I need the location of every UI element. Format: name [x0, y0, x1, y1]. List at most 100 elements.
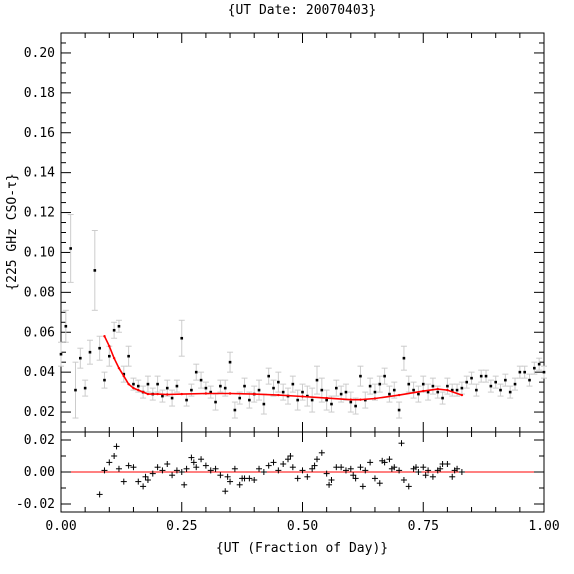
- data-points: [59, 247, 546, 412]
- residual-point: [188, 454, 195, 461]
- residual-point: [212, 465, 219, 472]
- residual-point: [142, 473, 149, 480]
- residual-point: [149, 470, 156, 477]
- residual-point: [422, 472, 429, 479]
- residual-point: [251, 477, 258, 483]
- y-axis-label: {225 GHz CSO-τ}: [5, 173, 20, 290]
- resid-y-tick-label: 0.02: [24, 433, 55, 448]
- residual-point: [115, 465, 122, 472]
- y-tick-label: 0.12: [24, 206, 55, 221]
- residual-point: [449, 473, 456, 480]
- data-point: [349, 400, 353, 404]
- resid-y-tick-label: 0.00: [24, 465, 55, 480]
- residual-point: [96, 491, 103, 498]
- chart-title: {UT Date: 20070403}: [228, 3, 377, 18]
- y-tick-label: 0.02: [24, 405, 55, 420]
- residual-point: [106, 459, 113, 466]
- y-tick-label: 0.10: [24, 245, 55, 260]
- residual-point: [294, 475, 301, 482]
- fit-point: [103, 335, 106, 338]
- fit-curve-markers: [103, 335, 464, 401]
- data-point: [378, 382, 382, 386]
- data-point: [354, 404, 357, 408]
- fit-point: [228, 392, 232, 395]
- data-point: [513, 382, 517, 386]
- fit-point: [112, 356, 116, 360]
- residual-point: [415, 469, 422, 475]
- residual-point: [222, 488, 229, 495]
- fit-point: [108, 345, 111, 348]
- data-point: [489, 384, 493, 388]
- data-point: [421, 382, 425, 386]
- residual-point: [458, 469, 465, 475]
- residual-point: [350, 472, 357, 479]
- residual-points: [96, 440, 465, 498]
- residual-point: [260, 469, 267, 475]
- main-axis-ticks: 0.02 0.04 0.06 0.08 0.10 0.12 0.14 0.16 0.18 0.20: [24, 33, 545, 432]
- residual-point: [120, 478, 127, 485]
- residual-point: [328, 477, 335, 483]
- fit-point: [137, 388, 140, 392]
- data-point: [499, 388, 502, 392]
- residual-point: [326, 481, 333, 488]
- residual-point: [154, 464, 161, 471]
- data-point: [383, 374, 386, 378]
- data-point: [79, 356, 82, 360]
- error-bars: [58, 214, 547, 419]
- residual-point: [400, 477, 407, 483]
- data-point: [368, 384, 372, 388]
- residual-point: [125, 462, 132, 469]
- fit-point: [141, 390, 145, 394]
- data-point: [108, 354, 111, 358]
- residual-point: [357, 464, 364, 471]
- residual-point: [359, 483, 366, 490]
- fit-point: [132, 386, 135, 390]
- data-point: [528, 378, 531, 382]
- residual-point: [398, 440, 405, 447]
- residual-point: [135, 478, 142, 485]
- x-tick-label: 1.00: [528, 519, 559, 534]
- data-point: [479, 374, 483, 378]
- data-point: [132, 382, 135, 386]
- data-point: [194, 370, 198, 374]
- data-point: [59, 352, 63, 356]
- residual-point: [164, 461, 171, 467]
- data-point: [88, 350, 92, 354]
- residual-point: [396, 467, 403, 474]
- data-point: [146, 382, 150, 386]
- fit-point: [117, 366, 121, 370]
- residual-point: [309, 465, 316, 472]
- data-point: [117, 324, 121, 328]
- data-point: [344, 390, 348, 394]
- x-tick-label: 0.50: [287, 519, 318, 534]
- fit-point: [460, 393, 464, 397]
- data-point: [460, 386, 464, 390]
- y-tick-label: 0.16: [24, 126, 55, 141]
- residual-point: [362, 467, 369, 474]
- data-point: [190, 388, 193, 392]
- data-point: [127, 354, 130, 358]
- data-point: [465, 380, 469, 384]
- data-point: [359, 374, 362, 378]
- data-point: [431, 384, 435, 388]
- residual-point: [280, 461, 287, 467]
- data-point: [214, 400, 217, 404]
- residual-point: [347, 465, 354, 472]
- residual-point: [367, 459, 374, 466]
- x-tick-label: 0.25: [166, 519, 197, 534]
- residual-point: [202, 462, 209, 469]
- residual-point: [173, 467, 180, 474]
- residual-point: [338, 464, 345, 471]
- residual-point: [420, 464, 427, 471]
- y-tick-label: 0.18: [24, 86, 55, 101]
- data-point: [136, 384, 140, 388]
- residual-point: [386, 456, 393, 463]
- residual-point: [376, 480, 383, 487]
- y-tick-label: 0.04: [24, 365, 55, 380]
- residual-point: [217, 472, 224, 479]
- data-point: [93, 269, 97, 272]
- fit-point: [436, 387, 439, 391]
- data-point: [407, 382, 411, 386]
- data-point: [325, 398, 328, 402]
- data-point: [228, 360, 232, 364]
